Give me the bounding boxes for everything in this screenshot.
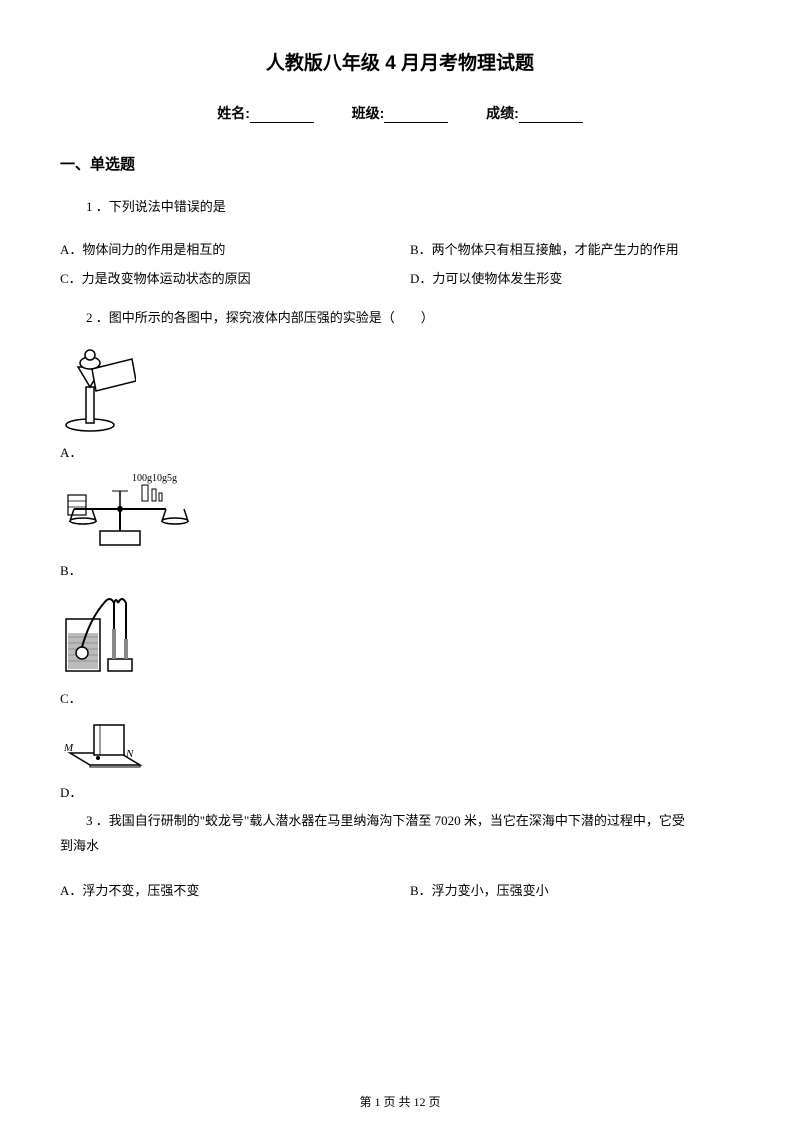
q2-image-b: 100g10g5g (60, 471, 190, 556)
q2-letter-b: B． (60, 560, 740, 579)
exam-title: 人教版八年级 4 月月考物理试题 (60, 48, 740, 75)
q3-stem: 3 ．我国自行研制的"蛟龙号"载人潜水器在马里纳海沟下潜至 7020 米，当它在… (60, 809, 740, 858)
q2-option-a: A． (60, 347, 740, 461)
q1-option-c: C．力是改变物体运动状态的原因 (60, 265, 390, 294)
q3-option-b: B．浮力变小，压强变小 (410, 877, 740, 906)
score-label: 成绩: (486, 105, 519, 121)
svg-text:N: N (125, 748, 134, 760)
class-blank[interactable] (384, 109, 448, 123)
name-blank[interactable] (250, 109, 314, 123)
q2-image-c (60, 589, 136, 684)
q2-letter-d: D． (60, 782, 740, 801)
q2-stem: 2 ．图中所示的各图中，探究液体内部压强的实验是（ ） (60, 307, 740, 329)
q1-option-b: B．两个物体只有相互接触，才能产生力的作用 (410, 236, 740, 265)
q2-option-d: M N D． (60, 717, 740, 801)
q2-option-c: C． (60, 589, 740, 707)
q3-option-a: A．浮力不变，压强不变 (60, 877, 390, 906)
q2-image-a (60, 347, 136, 438)
section-1-title: 一、单选题 (60, 153, 740, 174)
svg-text:M: M (63, 742, 74, 754)
student-info-line: 姓名: 班级: 成绩: (60, 103, 740, 123)
q2-image-d: M N (60, 717, 156, 778)
q1-stem: 1 ．下列说法中错误的是 (60, 196, 740, 218)
q2-letter-a: A． (60, 442, 740, 461)
name-label: 姓名: (217, 105, 250, 121)
q2-letter-c: C． (60, 688, 740, 707)
page-footer: 第 1 页 共 12 页 (0, 1093, 800, 1110)
q3-line1: 3 ．我国自行研制的"蛟龙号"载人潜水器在马里纳海沟下潜至 7020 米，当它在… (60, 809, 740, 834)
q1-option-d: D．力可以使物体发生形变 (410, 265, 740, 294)
class-label: 班级: (352, 105, 385, 121)
q1-option-a: A．物体间力的作用是相互的 (60, 236, 390, 265)
q2-option-b: 100g10g5g B． (60, 471, 740, 579)
score-blank[interactable] (519, 109, 583, 123)
q1-options: A．物体间力的作用是相互的 C．力是改变物体运动状态的原因 B．两个物体只有相互… (60, 236, 740, 293)
q3-options: A．浮力不变，压强不变 B．浮力变小，压强变小 (60, 877, 740, 906)
q3-line2: 到海水 (60, 838, 99, 853)
balance-weight-label: 100g10g5g (132, 473, 177, 484)
